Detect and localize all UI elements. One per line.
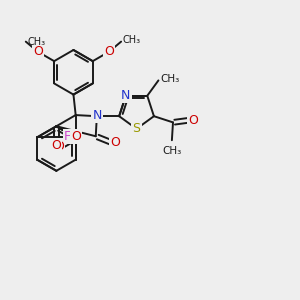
Text: O: O [51, 139, 61, 152]
Text: CH₃: CH₃ [162, 146, 182, 156]
Text: O: O [104, 45, 114, 58]
Text: O: O [188, 114, 198, 127]
Text: CH₃: CH₃ [27, 37, 45, 46]
Text: O: O [33, 45, 43, 58]
Text: N: N [121, 89, 130, 102]
Text: O: O [71, 130, 81, 143]
Text: F: F [64, 130, 71, 143]
Text: S: S [133, 122, 140, 135]
Text: O: O [110, 136, 120, 149]
Text: N: N [92, 109, 102, 122]
Text: CH₃: CH₃ [123, 35, 141, 45]
Text: O: O [54, 140, 64, 153]
Text: CH₃: CH₃ [160, 74, 179, 84]
